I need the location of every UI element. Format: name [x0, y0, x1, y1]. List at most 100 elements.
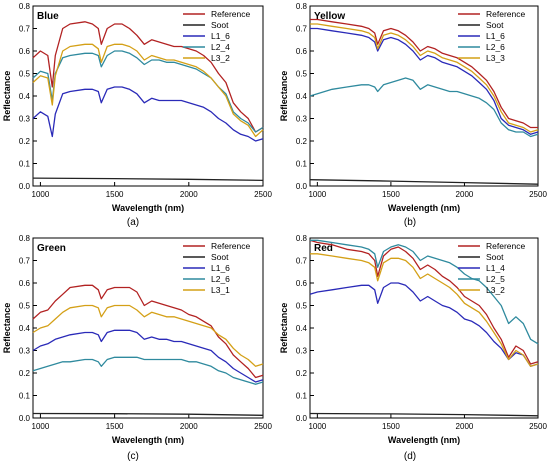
y-tick-label: 0.3: [296, 347, 308, 356]
y-tick-label: 0.6: [19, 279, 31, 288]
y-tick-label: 0.6: [296, 279, 308, 288]
x-tick-label: 2000: [456, 422, 474, 431]
y-tick-label: 0.1: [19, 392, 31, 401]
panel-caption: (b): [404, 217, 416, 228]
series-line-l2_6: [309, 77, 539, 138]
x-tick-label: 1500: [106, 190, 124, 199]
chart-panel-3: 0.0 0.1 0.2 0.3 0.4 0.5 0.6 0.7 0.8 1000 1500 2000 2…: [279, 234, 547, 462]
series-line-soot: [32, 177, 264, 182]
legend-label: L1_6: [211, 31, 230, 41]
y-tick-label: 0.7: [296, 25, 308, 34]
x-axis-label: Wavelength (nm): [112, 203, 184, 213]
series-line-reference: [309, 239, 539, 365]
y-tick-label: 0.1: [19, 160, 31, 169]
legend-label: L2_4: [211, 42, 230, 52]
y-tick-label: 0.5: [296, 302, 308, 311]
legend-label: L2_6: [486, 42, 505, 52]
x-axis-label: Wavelength (nm): [112, 435, 184, 445]
y-tick-label: 0.6: [19, 47, 31, 56]
y-tick-label: 0.4: [19, 92, 31, 101]
series-line-soot: [309, 412, 539, 417]
legend-label: Reference: [486, 241, 525, 251]
series-line-reference: [310, 18, 538, 129]
legend-label: Soot: [486, 252, 504, 262]
x-tick-label: 2000: [180, 190, 198, 199]
panel-title: Red: [314, 243, 333, 254]
panel-title: Yellow: [314, 11, 345, 22]
series-line-l2_5: [310, 239, 539, 345]
legend-label: Reference: [211, 241, 250, 251]
legend-label: L1_4: [486, 263, 505, 273]
x-tick-label: 2500: [529, 422, 547, 431]
x-tick-label: 1000: [32, 190, 50, 199]
y-tick-label: 0.4: [296, 324, 308, 333]
series-line-reference: [32, 284, 264, 379]
series-line-reference: [32, 21, 264, 133]
series-line-l3_1: [32, 304, 264, 367]
y-tick-label: 0.5: [19, 302, 31, 311]
y-tick-label: 0.1: [296, 160, 308, 169]
y-axis-label: Reflectance: [279, 71, 289, 122]
legend-label: L1_6: [486, 31, 505, 41]
y-tick-label: 0.1: [296, 392, 308, 401]
y-tick-label: 0.3: [296, 115, 308, 124]
y-tick-label: 0.8: [19, 234, 31, 243]
y-tick-label: 0.2: [296, 369, 308, 378]
x-tick-label: 1000: [32, 422, 50, 431]
chart-panel-0: 0.0 0.1 0.2 0.3 0.4 0.5 0.6 0.7 0.8 1000 1500 2000 2…: [2, 2, 272, 228]
x-tick-label: 2000: [456, 190, 474, 199]
y-tick-label: 0.0: [19, 414, 31, 423]
y-axis-label: Reflectance: [2, 71, 12, 122]
y-tick-label: 0.7: [19, 25, 31, 34]
legend-label: L3_1: [211, 285, 230, 295]
x-tick-label: 1500: [382, 190, 400, 199]
legend-label: L3_3: [486, 53, 505, 63]
panel-caption: (a): [127, 217, 139, 228]
x-tick-label: 2500: [254, 422, 272, 431]
legend-label: Soot: [211, 20, 229, 30]
y-tick-label: 0.8: [296, 234, 308, 243]
y-tick-label: 0.3: [19, 115, 31, 124]
y-axis-label: Reflectance: [2, 303, 12, 354]
legend-label: L3_2: [211, 53, 230, 63]
x-axis-label: Wavelength (nm): [388, 203, 460, 213]
series-line-l2_6: [32, 356, 264, 385]
y-tick-label: 0.6: [296, 47, 308, 56]
legend-label: L3_2: [486, 285, 505, 295]
y-tick-label: 0.8: [296, 2, 308, 11]
series-line-l3_3: [310, 23, 539, 133]
y-tick-label: 0.0: [296, 182, 308, 191]
x-tick-label: 1000: [308, 422, 326, 431]
y-tick-label: 0.3: [19, 347, 31, 356]
y-tick-label: 0.2: [19, 137, 31, 146]
y-tick-label: 0.7: [296, 257, 308, 266]
y-tick-label: 0.8: [19, 2, 31, 11]
legend-label: L2_6: [211, 274, 230, 284]
panel-caption: (c): [127, 451, 139, 462]
series-line-soot: [309, 179, 539, 185]
panel-title: Blue: [37, 11, 59, 22]
y-tick-label: 0.5: [296, 70, 308, 79]
y-tick-label: 0.2: [19, 369, 31, 378]
x-tick-label: 1500: [106, 422, 124, 431]
y-tick-label: 0.0: [296, 414, 308, 423]
y-tick-label: 0.5: [19, 70, 31, 79]
series-line-l1_6: [310, 27, 539, 135]
legend-label: Soot: [486, 20, 504, 30]
y-tick-label: 0.4: [19, 324, 31, 333]
x-tick-label: 2500: [254, 190, 272, 199]
y-tick-label: 0.0: [19, 182, 31, 191]
series-line-l3_2: [32, 43, 264, 138]
legend-label: L2_5: [486, 274, 505, 284]
x-tick-label: 1000: [308, 190, 326, 199]
y-axis-label: Reflectance: [279, 303, 289, 354]
series-line-soot: [32, 412, 264, 416]
panel-caption: (d): [404, 451, 416, 462]
legend-label: Reference: [486, 9, 525, 19]
y-tick-label: 0.2: [296, 137, 308, 146]
x-axis-label: Wavelength (nm): [388, 435, 460, 445]
chart-panel-2: 0.0 0.1 0.2 0.3 0.4 0.5 0.6 0.7 0.8 1000 1500 2000 2…: [2, 234, 272, 462]
y-tick-label: 0.7: [19, 257, 31, 266]
series-line-l3_2: [310, 253, 539, 367]
